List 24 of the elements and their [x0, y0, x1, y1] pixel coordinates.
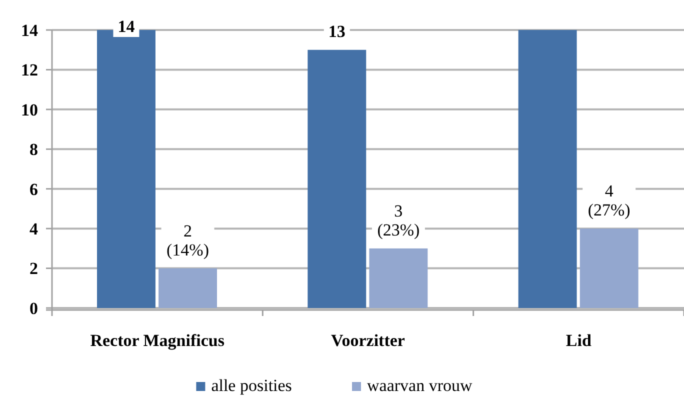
y-tick-label: 6: [30, 180, 38, 199]
bar: [369, 248, 428, 308]
data-label: 14: [118, 17, 136, 36]
y-tick-label: 10: [21, 100, 38, 120]
y-tick-label: 8: [30, 140, 38, 160]
data-label: 13: [328, 22, 346, 41]
y-tick-label: 0: [30, 298, 38, 318]
x-tick-label: Voorzitter: [331, 331, 406, 350]
data-label: 4 (27%): [588, 182, 630, 220]
data-label: 2 (14%): [166, 221, 210, 260]
bar: [97, 30, 156, 308]
y-tick-label: 14: [21, 20, 38, 40]
bar: [580, 228, 638, 308]
x-tick-label: Lid: [566, 331, 592, 350]
legend-label: waarvan vrouw: [367, 376, 473, 395]
bar: [308, 50, 366, 308]
bar: [518, 30, 577, 308]
y-tick-label: 4: [30, 220, 38, 239]
x-tick-label: Rector Magnificus: [90, 331, 225, 350]
legend-label: alle posities: [211, 376, 292, 395]
data-label: 3 (23%): [377, 201, 420, 240]
bar: [158, 268, 217, 308]
y-tick-label: 12: [21, 60, 38, 80]
y-tick-label: 2: [30, 259, 38, 278]
